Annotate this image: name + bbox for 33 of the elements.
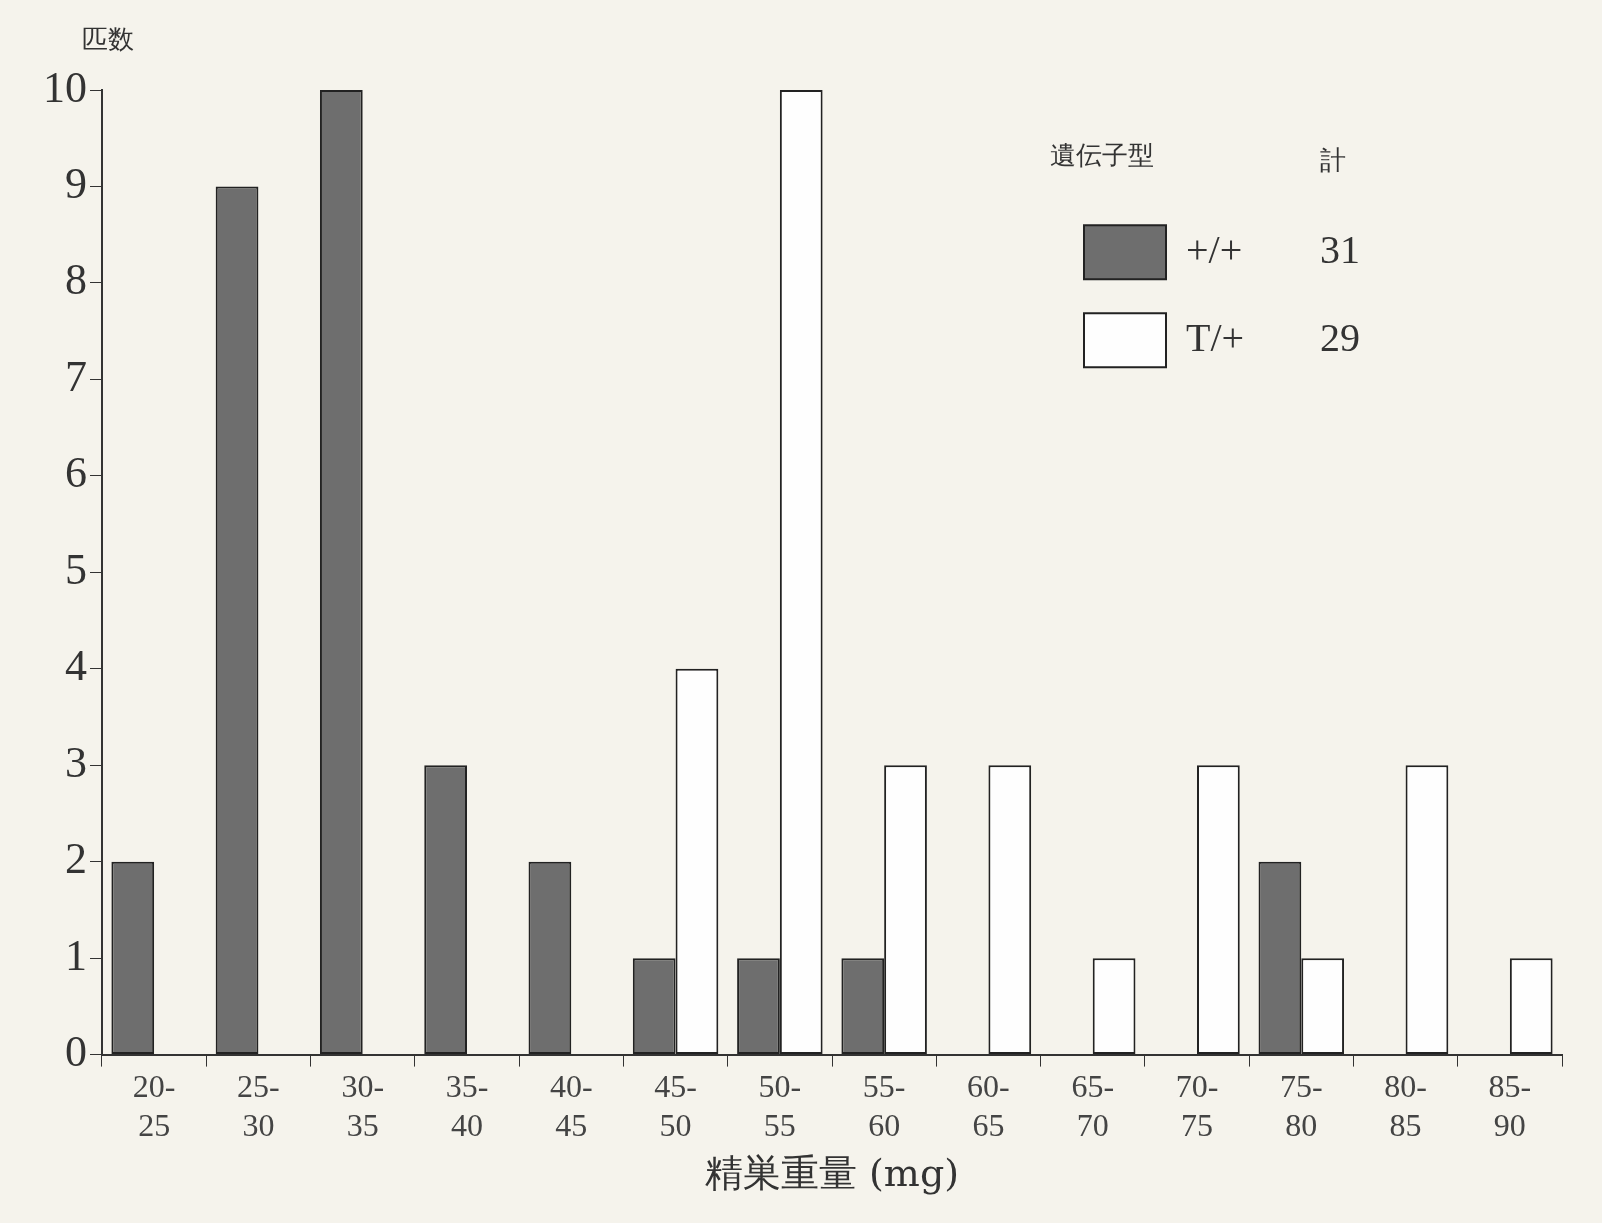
y-tick-label: 2 [65,834,87,884]
x-tick-label: 45- 50 [654,1068,697,1143]
x-tick-label: 20- 25 [132,1068,176,1143]
x-tick-label: 70- 75 [1175,1068,1219,1143]
x-tick-label: 60- 65 [967,1068,1010,1143]
y-tick-label: 1 [65,930,87,980]
legend-title: 遺伝子型 [1050,139,1154,170]
y-tick-label: 4 [65,641,87,691]
y-tick-label: 9 [65,159,87,209]
x-tick-label: 30- 35 [341,1068,385,1143]
y-tick-label: 6 [65,448,87,498]
x-tick-label: 85- 90 [1488,1068,1532,1143]
annotation: 29 [1320,314,1360,360]
x-tick-label: 65- 70 [1071,1068,1115,1143]
x-tick-label: 55- 60 [862,1068,906,1143]
y-tick-label: 8 [65,255,87,305]
legend-label: T/+ [1186,314,1245,360]
y-tick-label: 7 [65,351,87,401]
y-tick-label: 10 [43,62,87,112]
y-tick-label: 0 [65,1027,87,1077]
legend-label: +/+ [1186,226,1243,272]
annotation: 31 [1320,226,1360,272]
y-axis-title: 匹数 [82,23,134,56]
y-tick-label: 5 [65,544,87,594]
x-tick-label: 50- 55 [758,1068,802,1143]
x-tick-label: 80- 85 [1384,1068,1427,1143]
y-tick-label: 3 [65,737,87,787]
x-tick-label: 75- 80 [1279,1068,1323,1143]
annotation: 計 [1320,144,1346,175]
x-tick-label: 35- 40 [445,1068,489,1143]
x-tick-label: 40- 45 [549,1068,593,1143]
x-tick-label: 25- 30 [237,1068,280,1143]
x-axis-title: 精巣重量 (mg) [704,1151,960,1196]
